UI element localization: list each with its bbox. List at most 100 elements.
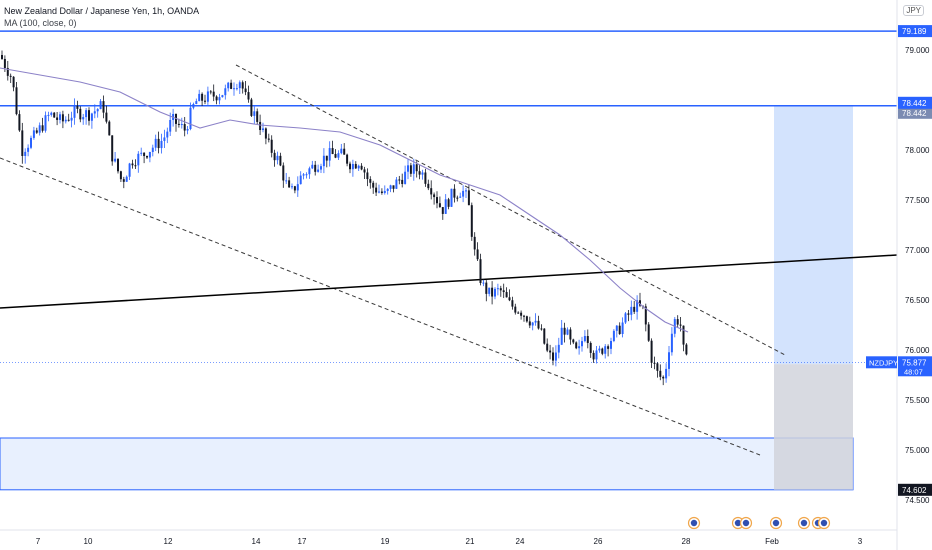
candle xyxy=(682,325,685,345)
candle xyxy=(238,82,241,89)
candle xyxy=(650,340,653,363)
candle xyxy=(496,288,499,290)
price-tick-label: 76.000 xyxy=(905,346,930,355)
candle xyxy=(462,190,465,197)
candle xyxy=(491,287,494,297)
candle xyxy=(282,165,285,181)
candle xyxy=(82,117,85,120)
candle xyxy=(389,185,392,189)
level-label-74602[interactable]: 74.602 xyxy=(902,486,927,495)
candle xyxy=(180,124,183,126)
time-tick-label: 10 xyxy=(84,537,93,546)
candle xyxy=(41,125,44,131)
price-tick-label: 75.500 xyxy=(905,396,930,405)
moving-average-line[interactable] xyxy=(0,67,689,333)
event-marker[interactable] xyxy=(739,516,753,530)
candle xyxy=(137,153,140,166)
channel-lower-line[interactable] xyxy=(0,157,761,456)
candle xyxy=(665,368,668,379)
candle xyxy=(235,88,238,90)
indicator-label[interactable]: MA (100, close, 0) xyxy=(4,18,77,28)
event-marker[interactable] xyxy=(817,516,831,530)
candle xyxy=(479,259,482,283)
current-price-bg[interactable] xyxy=(898,356,932,377)
candle xyxy=(256,111,259,122)
symbol-tag[interactable]: NZDJPY xyxy=(869,358,898,367)
candle xyxy=(6,67,9,76)
level-label-74602-bg[interactable] xyxy=(898,483,932,496)
candle xyxy=(523,315,525,317)
candle xyxy=(560,327,563,345)
stop-zone[interactable] xyxy=(774,364,853,490)
candle xyxy=(383,190,386,193)
symbol-tag-bg[interactable] xyxy=(866,356,897,369)
price-tick-label: 77.500 xyxy=(905,196,930,205)
candle xyxy=(502,290,505,293)
candle xyxy=(473,236,476,250)
channel-upper-line[interactable] xyxy=(235,64,786,356)
candle xyxy=(206,91,209,102)
candle xyxy=(644,306,647,325)
candle xyxy=(288,180,291,188)
time-tick-label: 21 xyxy=(466,537,475,546)
candle xyxy=(578,346,581,349)
candle xyxy=(540,328,543,330)
candle xyxy=(340,148,343,154)
candle xyxy=(166,131,169,138)
candle xyxy=(160,140,163,149)
demand-zone[interactable] xyxy=(0,437,854,491)
candle xyxy=(264,128,267,139)
candle xyxy=(151,147,154,152)
target-zone[interactable] xyxy=(774,105,853,365)
flag-icon xyxy=(772,519,780,527)
candle xyxy=(143,152,146,157)
currency-badge[interactable]: JPY xyxy=(903,5,924,16)
event-marker[interactable] xyxy=(769,516,783,530)
candle xyxy=(554,352,557,361)
trend-line[interactable] xyxy=(0,254,898,309)
level-label-78442-a-bg[interactable] xyxy=(898,106,932,119)
candle xyxy=(12,76,15,88)
candle xyxy=(505,292,508,298)
level-label-78442-b-bg[interactable] xyxy=(898,96,932,109)
level-label-78442-b[interactable]: 78.442 xyxy=(902,99,927,108)
candle xyxy=(537,320,540,329)
candle xyxy=(273,152,276,161)
event-marker[interactable] xyxy=(687,516,701,530)
candle xyxy=(163,137,166,141)
candle xyxy=(61,114,64,122)
candle xyxy=(627,313,630,315)
level-label-78442-a[interactable]: 78.442 xyxy=(902,109,927,118)
candle xyxy=(285,180,288,182)
candle xyxy=(218,97,221,101)
candle xyxy=(427,183,430,189)
candle xyxy=(624,313,627,323)
candle xyxy=(262,128,264,131)
current-price-label[interactable]: 75.877 xyxy=(902,358,927,367)
level-label-79189-bg[interactable] xyxy=(898,25,932,38)
candle xyxy=(639,300,641,306)
candle xyxy=(346,154,349,164)
candle xyxy=(322,155,325,167)
candle xyxy=(296,184,299,191)
candle xyxy=(293,186,296,191)
candle xyxy=(615,325,618,331)
event-marker[interactable] xyxy=(797,516,811,530)
candle xyxy=(549,350,552,353)
candle xyxy=(56,117,59,120)
candle xyxy=(244,88,247,93)
candle xyxy=(583,336,586,342)
level-label-79189[interactable]: 79.189 xyxy=(902,27,927,36)
candle xyxy=(67,119,70,121)
candle xyxy=(331,148,334,155)
candle xyxy=(47,114,50,116)
candle xyxy=(566,329,569,335)
candle xyxy=(586,336,589,343)
candle xyxy=(360,165,363,170)
candle xyxy=(3,58,6,68)
candle xyxy=(633,306,636,312)
candle xyxy=(375,187,378,193)
candle xyxy=(24,151,27,156)
candle xyxy=(343,148,346,155)
